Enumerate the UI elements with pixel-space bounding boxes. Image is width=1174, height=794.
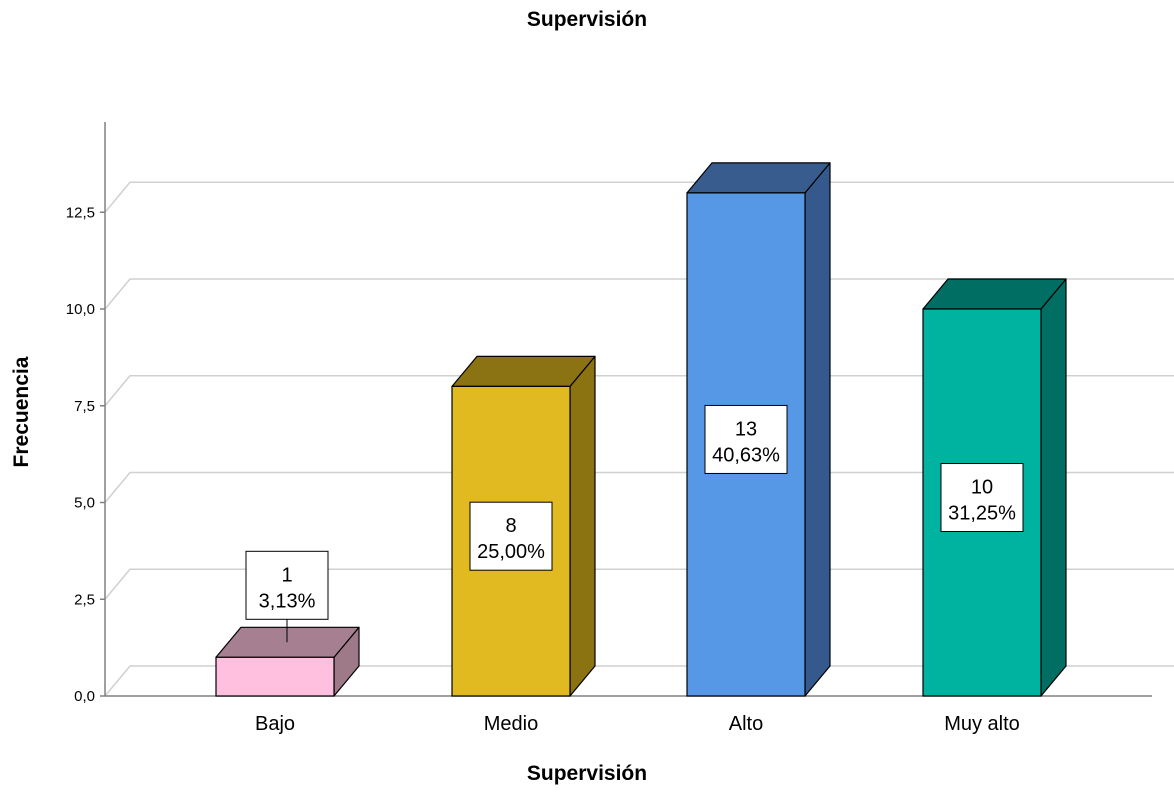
x-tick-label: Muy alto <box>944 713 1020 735</box>
bar-side <box>1040 278 1067 697</box>
data-label-count: 13 <box>735 418 757 440</box>
data-label-box <box>245 550 329 620</box>
data-label-count: 1 <box>281 564 292 586</box>
data-label-percent: 25,00% <box>477 541 545 563</box>
y-tick-label: 0,0 <box>74 688 95 705</box>
bar-bajo <box>215 626 360 697</box>
data-label-percent: 31,25% <box>948 503 1016 525</box>
data-label-box <box>940 463 1024 532</box>
bar-top <box>922 278 1067 310</box>
chart-title: Supervisión <box>526 8 648 31</box>
bar-top <box>451 355 596 387</box>
data-label-count: 8 <box>505 515 516 537</box>
data-label-percent: 3,13% <box>259 590 316 612</box>
y-tick-label: 10,0 <box>66 301 95 318</box>
y-tick-label: 7,5 <box>74 398 95 415</box>
y-tick-label: 2,5 <box>74 591 95 608</box>
x-axis-title: Supervisión <box>526 762 648 785</box>
x-tick-label: Alto <box>729 713 763 735</box>
bar-side <box>804 162 831 697</box>
gridline <box>104 181 1174 213</box>
data-label-box <box>704 404 788 474</box>
y-tick-label: 12,5 <box>66 204 95 221</box>
x-tick-label: Bajo <box>255 713 295 735</box>
data-label-count: 10 <box>971 477 993 499</box>
bar-side <box>569 355 596 697</box>
data-label-box <box>469 501 553 571</box>
bar-top <box>686 162 831 194</box>
y-tick-label: 5,0 <box>74 495 95 512</box>
bar-front <box>215 656 335 697</box>
data-label-percent: 40,63% <box>712 444 780 466</box>
x-tick-label: Medio <box>484 713 538 735</box>
